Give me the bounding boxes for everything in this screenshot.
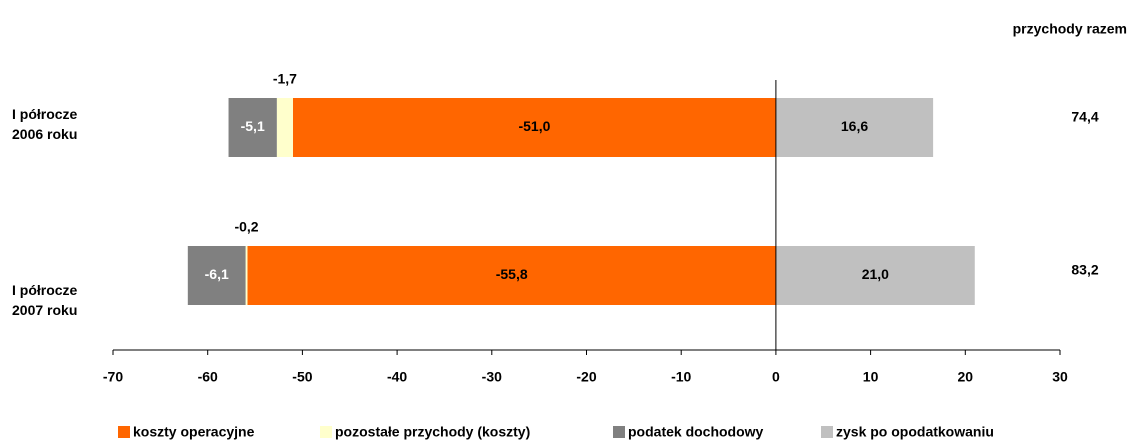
category-label: I półrocze 2007 roku xyxy=(12,282,78,318)
value-label: 16,6 xyxy=(841,118,868,134)
x-tick-label: -40 xyxy=(387,369,407,385)
x-tick-label: -50 xyxy=(292,369,312,385)
x-tick-label: -10 xyxy=(671,369,691,385)
bar-segment xyxy=(245,246,248,305)
x-tick-label: 10 xyxy=(863,369,879,385)
bar-segment xyxy=(247,246,776,305)
total-label: 83,2 xyxy=(1071,262,1098,278)
legend-label: koszty operacyjne xyxy=(133,424,255,440)
value-label: 21,0 xyxy=(862,266,889,282)
total-label: 74,4 xyxy=(1071,109,1098,125)
legend-swatch xyxy=(320,426,332,438)
legend-swatch xyxy=(821,426,833,438)
value-label: -5,1 xyxy=(241,118,265,134)
totals-title: przychody razem xyxy=(1013,21,1127,37)
bar-segment xyxy=(276,98,293,157)
bar-segment xyxy=(775,246,975,305)
x-tick-label: -20 xyxy=(576,369,596,385)
category-label: I półrocze 2006 roku xyxy=(12,106,78,142)
value-label: -51,0 xyxy=(518,118,550,134)
value-label: -0,2 xyxy=(234,219,258,235)
bar-segment xyxy=(187,246,246,305)
bar-segment xyxy=(775,98,934,157)
x-tick-label: -70 xyxy=(103,369,123,385)
legend-label: podatek dochodowy xyxy=(628,424,764,440)
x-tick-label: -60 xyxy=(198,369,218,385)
value-label: -1,7 xyxy=(273,71,297,87)
value-label: -55,8 xyxy=(496,266,528,282)
x-tick-label: -30 xyxy=(482,369,502,385)
x-tick-label: 20 xyxy=(958,369,974,385)
legend-swatch xyxy=(118,426,130,438)
legend-label: zysk po opodatkowaniu xyxy=(836,424,994,440)
x-tick-label: 0 xyxy=(772,369,780,385)
legend-swatch xyxy=(613,426,625,438)
bar-segment xyxy=(292,98,776,157)
legend-label: pozostałe przychody (koszty) xyxy=(335,424,530,440)
x-tick-label: 30 xyxy=(1052,369,1068,385)
bar-segment xyxy=(228,98,277,157)
value-label: -6,1 xyxy=(205,266,229,282)
